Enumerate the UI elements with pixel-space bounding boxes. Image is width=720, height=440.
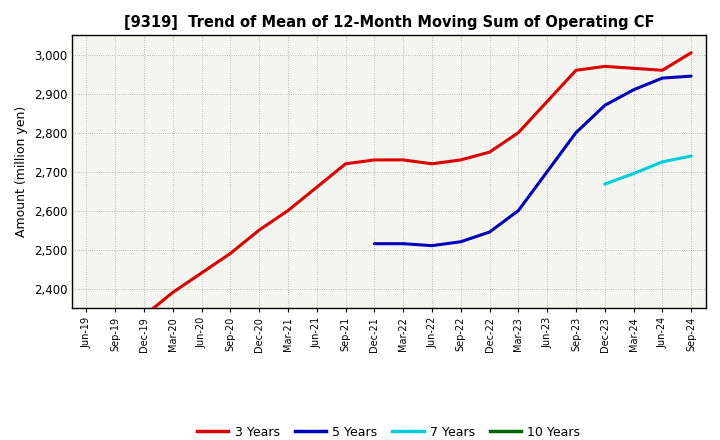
Title: [9319]  Trend of Mean of 12-Month Moving Sum of Operating CF: [9319] Trend of Mean of 12-Month Moving … bbox=[124, 15, 654, 30]
Legend: 3 Years, 5 Years, 7 Years, 10 Years: 3 Years, 5 Years, 7 Years, 10 Years bbox=[192, 421, 585, 440]
Y-axis label: Amount (million yen): Amount (million yen) bbox=[15, 106, 28, 237]
